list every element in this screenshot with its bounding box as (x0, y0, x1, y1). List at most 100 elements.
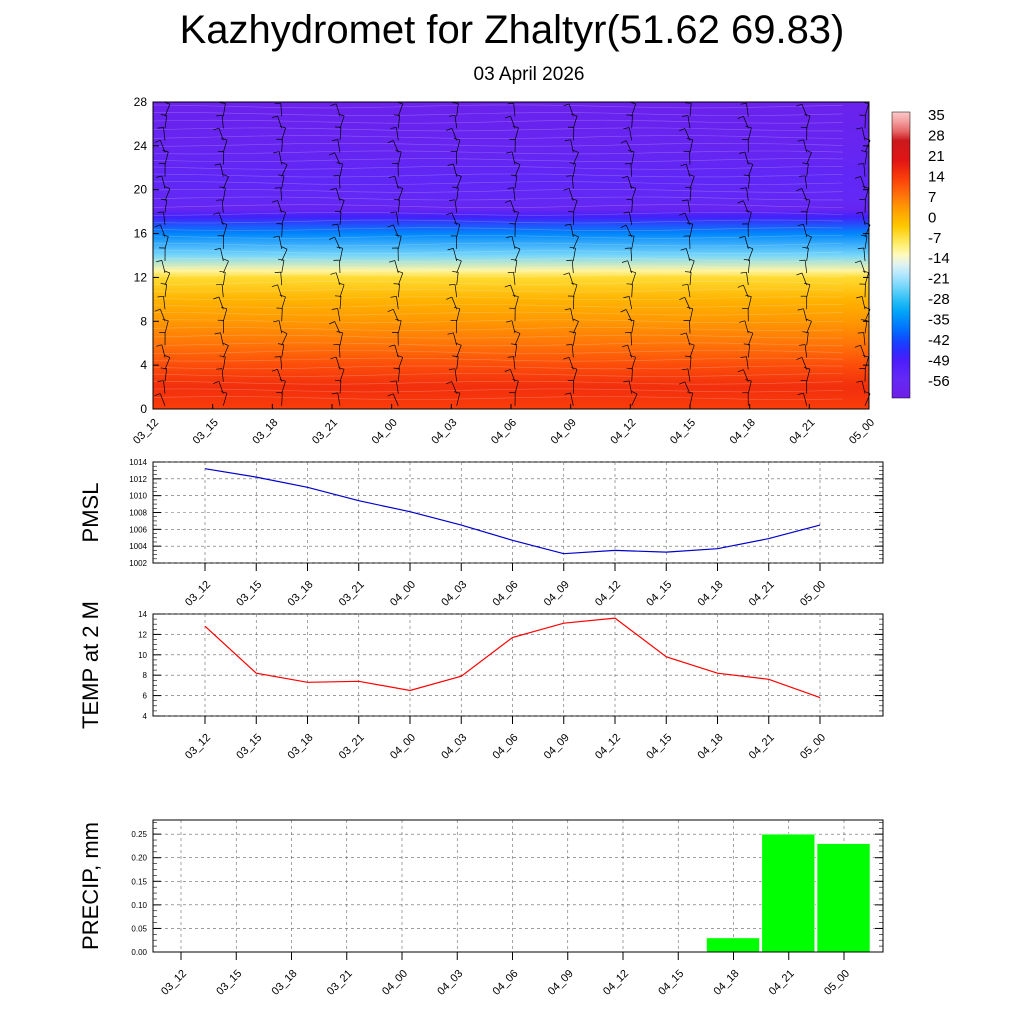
wind-barb (568, 272, 574, 286)
wind-barb-flag (681, 115, 688, 117)
contour-line (152, 327, 844, 331)
wind-barb-flag (213, 381, 220, 384)
wind-barb (806, 321, 812, 334)
wind-barb-flag (737, 369, 744, 373)
x-tick-label: 05_00 (822, 968, 852, 998)
wind-barb-flag (512, 379, 519, 382)
wind-barb-flag (745, 125, 752, 129)
wind-barb-flag (571, 367, 578, 370)
wind-barb (218, 381, 224, 394)
wind-barb-flag (278, 174, 285, 177)
wind-barb (514, 248, 521, 262)
wind-barb-flag (685, 102, 692, 104)
wind-barb (744, 236, 749, 249)
x-tick-label: 05_00 (847, 417, 877, 447)
y-axis-label: TEMP at 2 M (78, 601, 103, 729)
wind-barb-flag (221, 222, 228, 225)
wind-barb-flag (680, 163, 687, 167)
wind-barb-flag (278, 258, 285, 261)
wind-barb-flag (679, 212, 685, 216)
wind-barb (689, 308, 694, 322)
wind-barb-flag (219, 102, 226, 104)
wind-barb (864, 236, 868, 249)
colorbar: 35 28 21 14 7 0 -7 -14 -21 -28 -35 -42 -49 -56 (891, 107, 950, 399)
wind-barb-flag (504, 284, 511, 288)
colorbar-label: -56 (928, 373, 950, 390)
wind-barb (220, 248, 224, 262)
wind-barb-flag (804, 198, 811, 201)
wind-barb-flag (510, 258, 517, 261)
wind-barb-flag (506, 151, 513, 154)
x-tick-label: 03_12 (183, 732, 213, 762)
x-tick-label: 03_18 (286, 579, 316, 609)
wind-barb (514, 212, 519, 225)
wind-barb (164, 115, 168, 129)
wind-barb (339, 175, 341, 189)
wind-barb-flag (390, 296, 397, 298)
wind-barb-flag (447, 163, 454, 166)
wind-barb-flag (681, 199, 688, 202)
wind-barb (572, 115, 578, 129)
wind-barb (221, 115, 224, 129)
wind-barb-flag (447, 332, 454, 335)
colorbar-label: 28 (928, 127, 945, 144)
wind-barb (222, 187, 226, 201)
wind-barb (689, 187, 692, 201)
wind-barb-flag (797, 392, 804, 395)
wind-barb (684, 381, 691, 394)
wind-barb (335, 356, 341, 370)
y-tick-label: 10 (138, 651, 147, 660)
wind-barb (806, 368, 811, 382)
wind-barb-flag (216, 199, 223, 201)
contour-line (152, 211, 844, 216)
wind-barb (864, 356, 869, 370)
x-tick-label: 03_18 (250, 417, 280, 447)
wind-barb-flag (623, 296, 630, 298)
wind-barb-flag (221, 137, 228, 141)
wind-barb (160, 224, 166, 238)
wind-barb (747, 212, 752, 225)
wind-barb (864, 188, 869, 201)
x-tick-label: 04_21 (747, 732, 777, 762)
wind-barb (689, 151, 691, 165)
wind-barb-flag (799, 259, 806, 262)
wind-barb (572, 284, 578, 298)
contour-line (152, 380, 844, 385)
wind-barb (804, 344, 808, 358)
wind-barb-flag (162, 234, 169, 237)
wind-barb-flag (329, 152, 335, 156)
wind-barb (220, 332, 224, 346)
wind-barb-flag (563, 188, 570, 191)
wind-barb-flag (213, 296, 220, 300)
wind-barb (451, 128, 458, 141)
wind-barb-flag (796, 357, 803, 360)
wind-barb-flag (157, 211, 164, 213)
x-tick-label: 04_03 (439, 732, 469, 762)
wind-barb-flag (623, 127, 630, 130)
wind-barb-flag (569, 331, 576, 333)
wind-barb (456, 356, 459, 370)
wind-barb-flag (854, 344, 861, 348)
x-tick-label: 03_21 (325, 968, 355, 998)
colorbar-label: -28 (928, 291, 950, 308)
wind-barb (514, 344, 518, 358)
wind-barb (689, 345, 695, 358)
wind-barb (335, 188, 341, 201)
wind-barb (572, 321, 579, 334)
wind-barb (281, 296, 286, 310)
wind-barb-flag (449, 115, 456, 117)
wind-barb (747, 164, 754, 177)
wind-barb-flag (453, 306, 460, 310)
wind-barb-flag (277, 343, 284, 346)
wind-barb-flag (448, 368, 456, 370)
wind-barb (572, 127, 575, 141)
wind-barb (334, 321, 341, 334)
wind-barb (806, 332, 809, 346)
wind-barb (220, 163, 224, 177)
wind-barb (280, 272, 283, 286)
x-tick-label: 03_15 (214, 968, 244, 998)
x-tick-label: 04_15 (644, 732, 674, 762)
y-tick-label: 0.20 (131, 854, 147, 863)
wind-barb-flag (737, 200, 744, 204)
wind-barb-flag (796, 188, 803, 192)
